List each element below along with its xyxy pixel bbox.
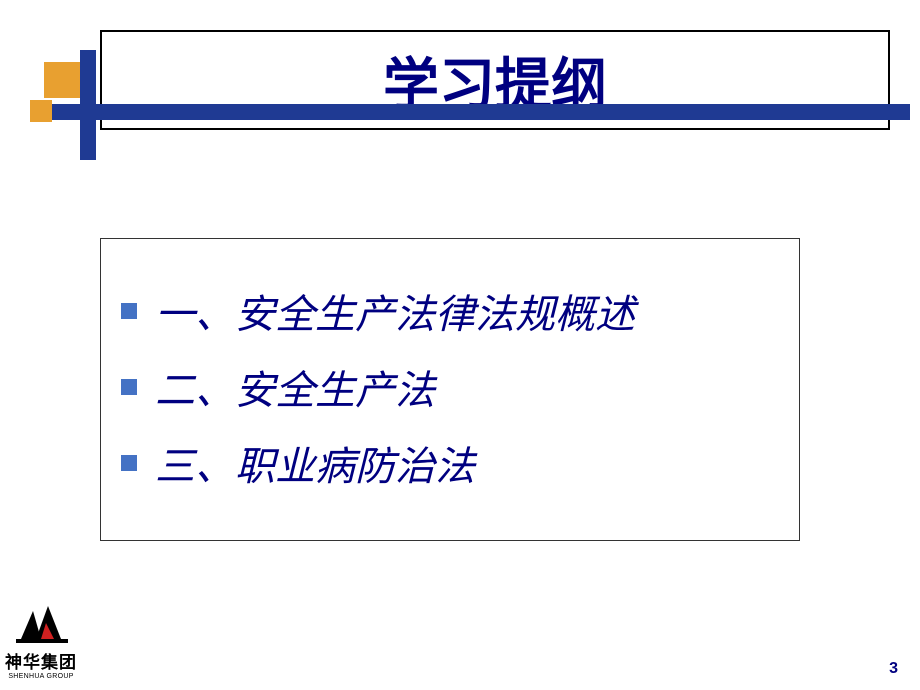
title-section: 学习提纲 [30,30,890,135]
bullet-icon [121,379,137,395]
logo-company-name: 神华集团 [5,648,77,673]
outline-item-text: 一、安全生产法律法规概述 [155,282,635,340]
page-number: 3 [889,660,898,678]
blue-vertical-bar [80,50,96,160]
orange-square-small [30,100,52,122]
list-item: 一、安全生产法律法规概述 [121,282,779,340]
bullet-icon [121,303,137,319]
blue-horizontal-bar [30,104,910,120]
orange-square-large [44,62,80,98]
outline-item-text: 三、职业病防治法 [155,434,475,492]
bullet-icon [121,455,137,471]
list-item: 二、安全生产法 [121,358,779,416]
list-item: 三、职业病防治法 [121,434,779,492]
company-logo: 神华集团 SHENHUA GROUP [5,601,77,680]
logo-icon [6,601,76,646]
outline-box: 一、安全生产法律法规概述 二、安全生产法 三、职业病防治法 [100,238,800,541]
logo-company-subtext: SHENHUA GROUP [8,673,73,680]
title-decoration [30,50,120,160]
outline-item-text: 二、安全生产法 [155,358,435,416]
